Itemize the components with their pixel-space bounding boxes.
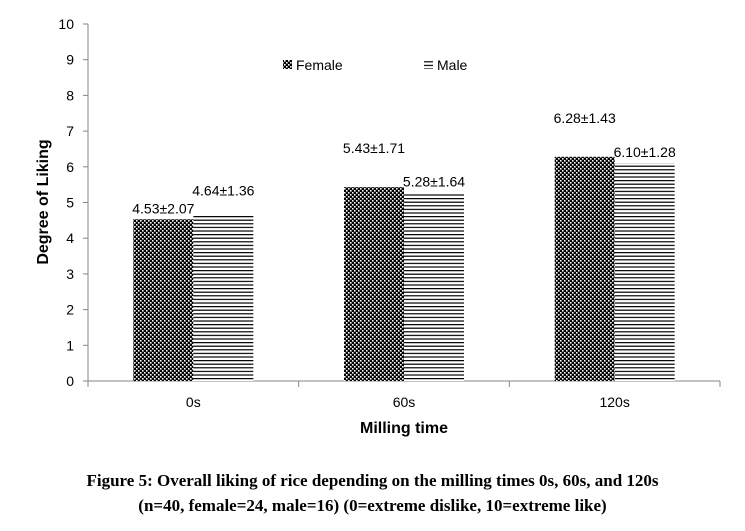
caption-line-2: (n=40, female=24, male=16) (0=extreme di…: [138, 496, 607, 515]
bar-male-120s: [614, 163, 675, 381]
y-tick-label: 6: [66, 159, 74, 175]
y-tick-label: 8: [66, 87, 74, 103]
y-tick-label: 9: [66, 52, 74, 68]
bar-chart: 0 1 2 3 4 5 6 7 8 9 10 0s 60s 120s 4.53±2.07 4.64±1.36…: [35, 16, 721, 437]
data-label-male-60s: 5.28±1.64: [403, 174, 465, 190]
bar-female-0s: [133, 219, 194, 381]
y-tick-label: 10: [58, 16, 74, 32]
chart-area: 0 1 2 3 4 5 6 7 8 9 10 0s 60s 120s 4.53±2.07 4.64±1.36…: [35, 16, 721, 437]
bar-female-60s: [344, 187, 404, 381]
data-labels: 4.53±2.07 4.64±1.36 5.43±1.71 5.28±1.64 6.28…: [132, 110, 676, 216]
y-tick-label: 5: [66, 195, 74, 211]
data-label-male-0s: 4.64±1.36: [192, 182, 254, 198]
data-label-female-60s: 5.43±1.71: [343, 140, 405, 156]
y-axis-title: Degree of Liking: [35, 139, 52, 264]
figure-caption: Figure 5: Overall liking of rice dependi…: [0, 468, 745, 518]
data-label-female-120s: 6.28±1.43: [554, 110, 616, 126]
bar-male-0s: [193, 215, 254, 381]
caption-line-1: Figure 5: Overall liking of rice dependi…: [86, 471, 659, 490]
y-tick-label: 2: [66, 302, 74, 318]
x-axis-title: Milling time: [360, 420, 448, 437]
legend-label-male: Male: [437, 57, 468, 73]
x-tick-label: 120s: [599, 394, 629, 410]
bar-male-60s: [404, 192, 464, 381]
legend: Female Male: [283, 57, 468, 73]
legend-swatch-female: [283, 60, 292, 69]
data-label-female-0s: 4.53±2.07: [132, 200, 194, 216]
bars: [133, 156, 675, 381]
y-tick-label: 1: [66, 337, 74, 353]
bar-female-120s: [554, 156, 615, 381]
x-tick-label: 0s: [186, 394, 201, 410]
legend-swatch-male: [424, 60, 433, 69]
legend-label-female: Female: [296, 57, 343, 73]
data-label-male-120s: 6.10±1.28: [614, 144, 676, 160]
x-tick-label: 60s: [393, 394, 416, 410]
y-tick-label: 4: [66, 230, 74, 246]
y-tick-label: 3: [66, 266, 74, 282]
y-tick-label: 7: [66, 123, 74, 139]
y-tick-label: 0: [66, 373, 74, 389]
